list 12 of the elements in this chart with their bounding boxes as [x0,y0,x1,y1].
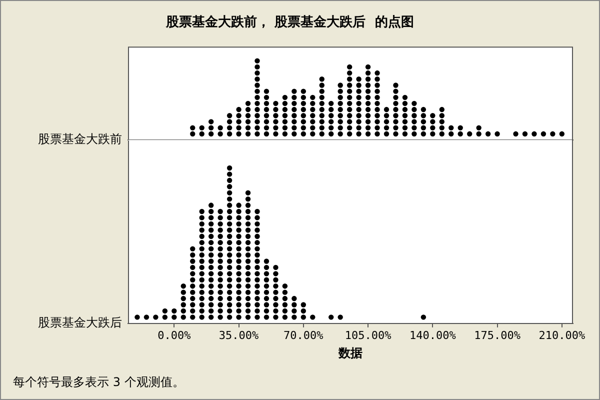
x-tick-label: 105.00% [344,328,392,342]
x-tick-label: 70.00% [284,328,324,342]
x-tick-label: 210.00% [538,328,586,342]
chart-title: 股票基金大跌前， 股票基金大跌后 的点图 [165,14,414,30]
x-tick-label: 35.00% [218,328,260,342]
x-axis-title: 数据 [338,346,362,360]
series-label: 股票基金大跌后 [38,316,122,330]
text: 股票基金大跌前 [38,132,122,146]
text: 每个符号最多表示 3 个观测值。 [13,375,184,390]
x-tick-label: 175.00% [474,328,521,342]
x-tick-label: 140.00% [409,328,456,342]
x-tick-label: 0.00% [158,328,192,342]
